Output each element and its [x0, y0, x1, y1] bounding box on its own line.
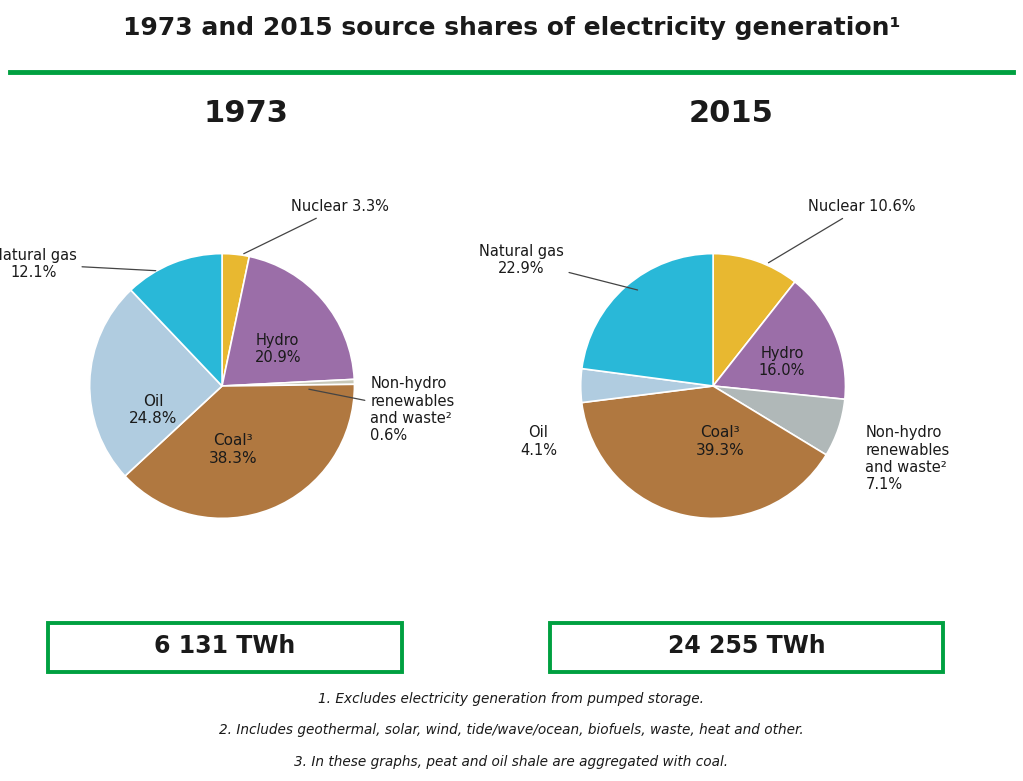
Wedge shape	[125, 384, 354, 519]
FancyBboxPatch shape	[550, 623, 943, 672]
Text: Oil
4.1%: Oil 4.1%	[520, 426, 557, 458]
Wedge shape	[713, 386, 845, 455]
Text: 1973 and 2015 source shares of electricity generation¹: 1973 and 2015 source shares of electrici…	[123, 16, 900, 40]
Wedge shape	[90, 290, 222, 476]
Text: Hydro
20.9%: Hydro 20.9%	[255, 333, 301, 366]
Text: Coal³
38.3%: Coal³ 38.3%	[209, 433, 257, 465]
Text: 2. Includes geothermal, solar, wind, tide/wave/ocean, biofuels, waste, heat and : 2. Includes geothermal, solar, wind, tid…	[219, 723, 804, 737]
Text: Natural gas
12.1%: Natural gas 12.1%	[0, 248, 155, 280]
Text: Non-hydro
renewables
and waste²
7.1%: Non-hydro renewables and waste² 7.1%	[865, 425, 949, 492]
Wedge shape	[582, 254, 713, 386]
Text: Hydro
16.0%: Hydro 16.0%	[759, 346, 805, 378]
Text: 3. In these graphs, peat and oil shale are aggregated with coal.: 3. In these graphs, peat and oil shale a…	[295, 755, 728, 769]
Text: Nuclear 10.6%: Nuclear 10.6%	[768, 199, 916, 262]
Text: 6 131 TWh: 6 131 TWh	[154, 634, 296, 658]
Text: 2015: 2015	[690, 98, 773, 128]
Wedge shape	[222, 380, 354, 386]
FancyBboxPatch shape	[48, 623, 402, 672]
Text: 1973: 1973	[204, 98, 287, 128]
Wedge shape	[713, 254, 795, 386]
Wedge shape	[222, 256, 354, 386]
Wedge shape	[131, 254, 222, 386]
Wedge shape	[222, 254, 250, 386]
Text: Oil
24.8%: Oil 24.8%	[129, 394, 177, 426]
Wedge shape	[582, 386, 827, 519]
Wedge shape	[713, 282, 845, 399]
Text: 1. Excludes electricity generation from pumped storage.: 1. Excludes electricity generation from …	[318, 692, 705, 706]
Text: Non-hydro
renewables
and waste²
0.6%: Non-hydro renewables and waste² 0.6%	[309, 376, 454, 444]
Text: Coal³
39.3%: Coal³ 39.3%	[696, 426, 744, 458]
Text: Natural gas
22.9%: Natural gas 22.9%	[479, 244, 637, 290]
Text: 24 255 TWh: 24 255 TWh	[668, 634, 826, 658]
Text: Nuclear 3.3%: Nuclear 3.3%	[243, 199, 389, 254]
Wedge shape	[581, 369, 713, 402]
